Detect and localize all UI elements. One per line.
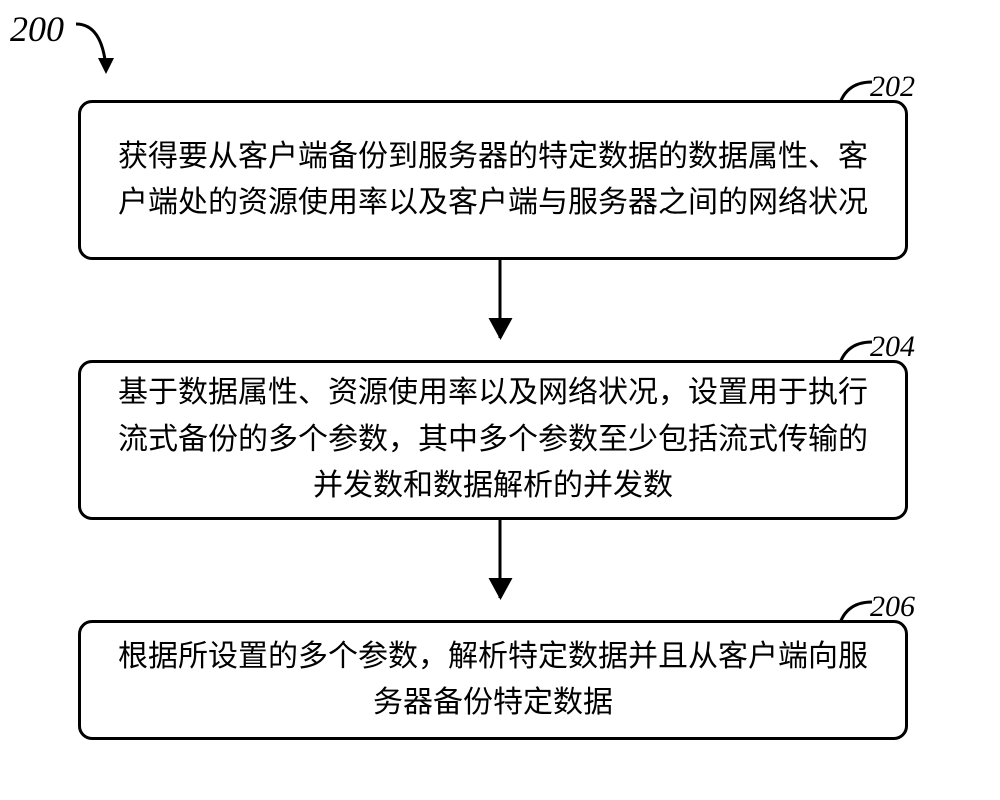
step-text-206: 根据所设置的多个参数，解析特定数据并且从客户端向服务器备份特定数据: [111, 634, 875, 727]
step-box-206: 根据所设置的多个参数，解析特定数据并且从客户端向服务器备份特定数据: [78, 620, 908, 740]
figure-label: 200: [10, 8, 64, 50]
ref-label-202: 202: [870, 70, 915, 104]
ref-label-206: 206: [870, 590, 915, 624]
figure-label-arrow: [74, 18, 124, 78]
step-text-202: 获得要从客户端备份到服务器的特定数据的数据属性、客户端处的资源使用率以及客户端与…: [111, 134, 875, 227]
step-text-204: 基于数据属性、资源使用率以及网络状况，设置用于执行流式备份的多个参数，其中多个参…: [111, 370, 875, 510]
ref-label-204: 204: [870, 330, 915, 364]
step-box-204: 基于数据属性、资源使用率以及网络状况，设置用于执行流式备份的多个参数，其中多个参…: [78, 360, 908, 520]
step-box-202: 获得要从客户端备份到服务器的特定数据的数据属性、客户端处的资源使用率以及客户端与…: [78, 100, 908, 260]
